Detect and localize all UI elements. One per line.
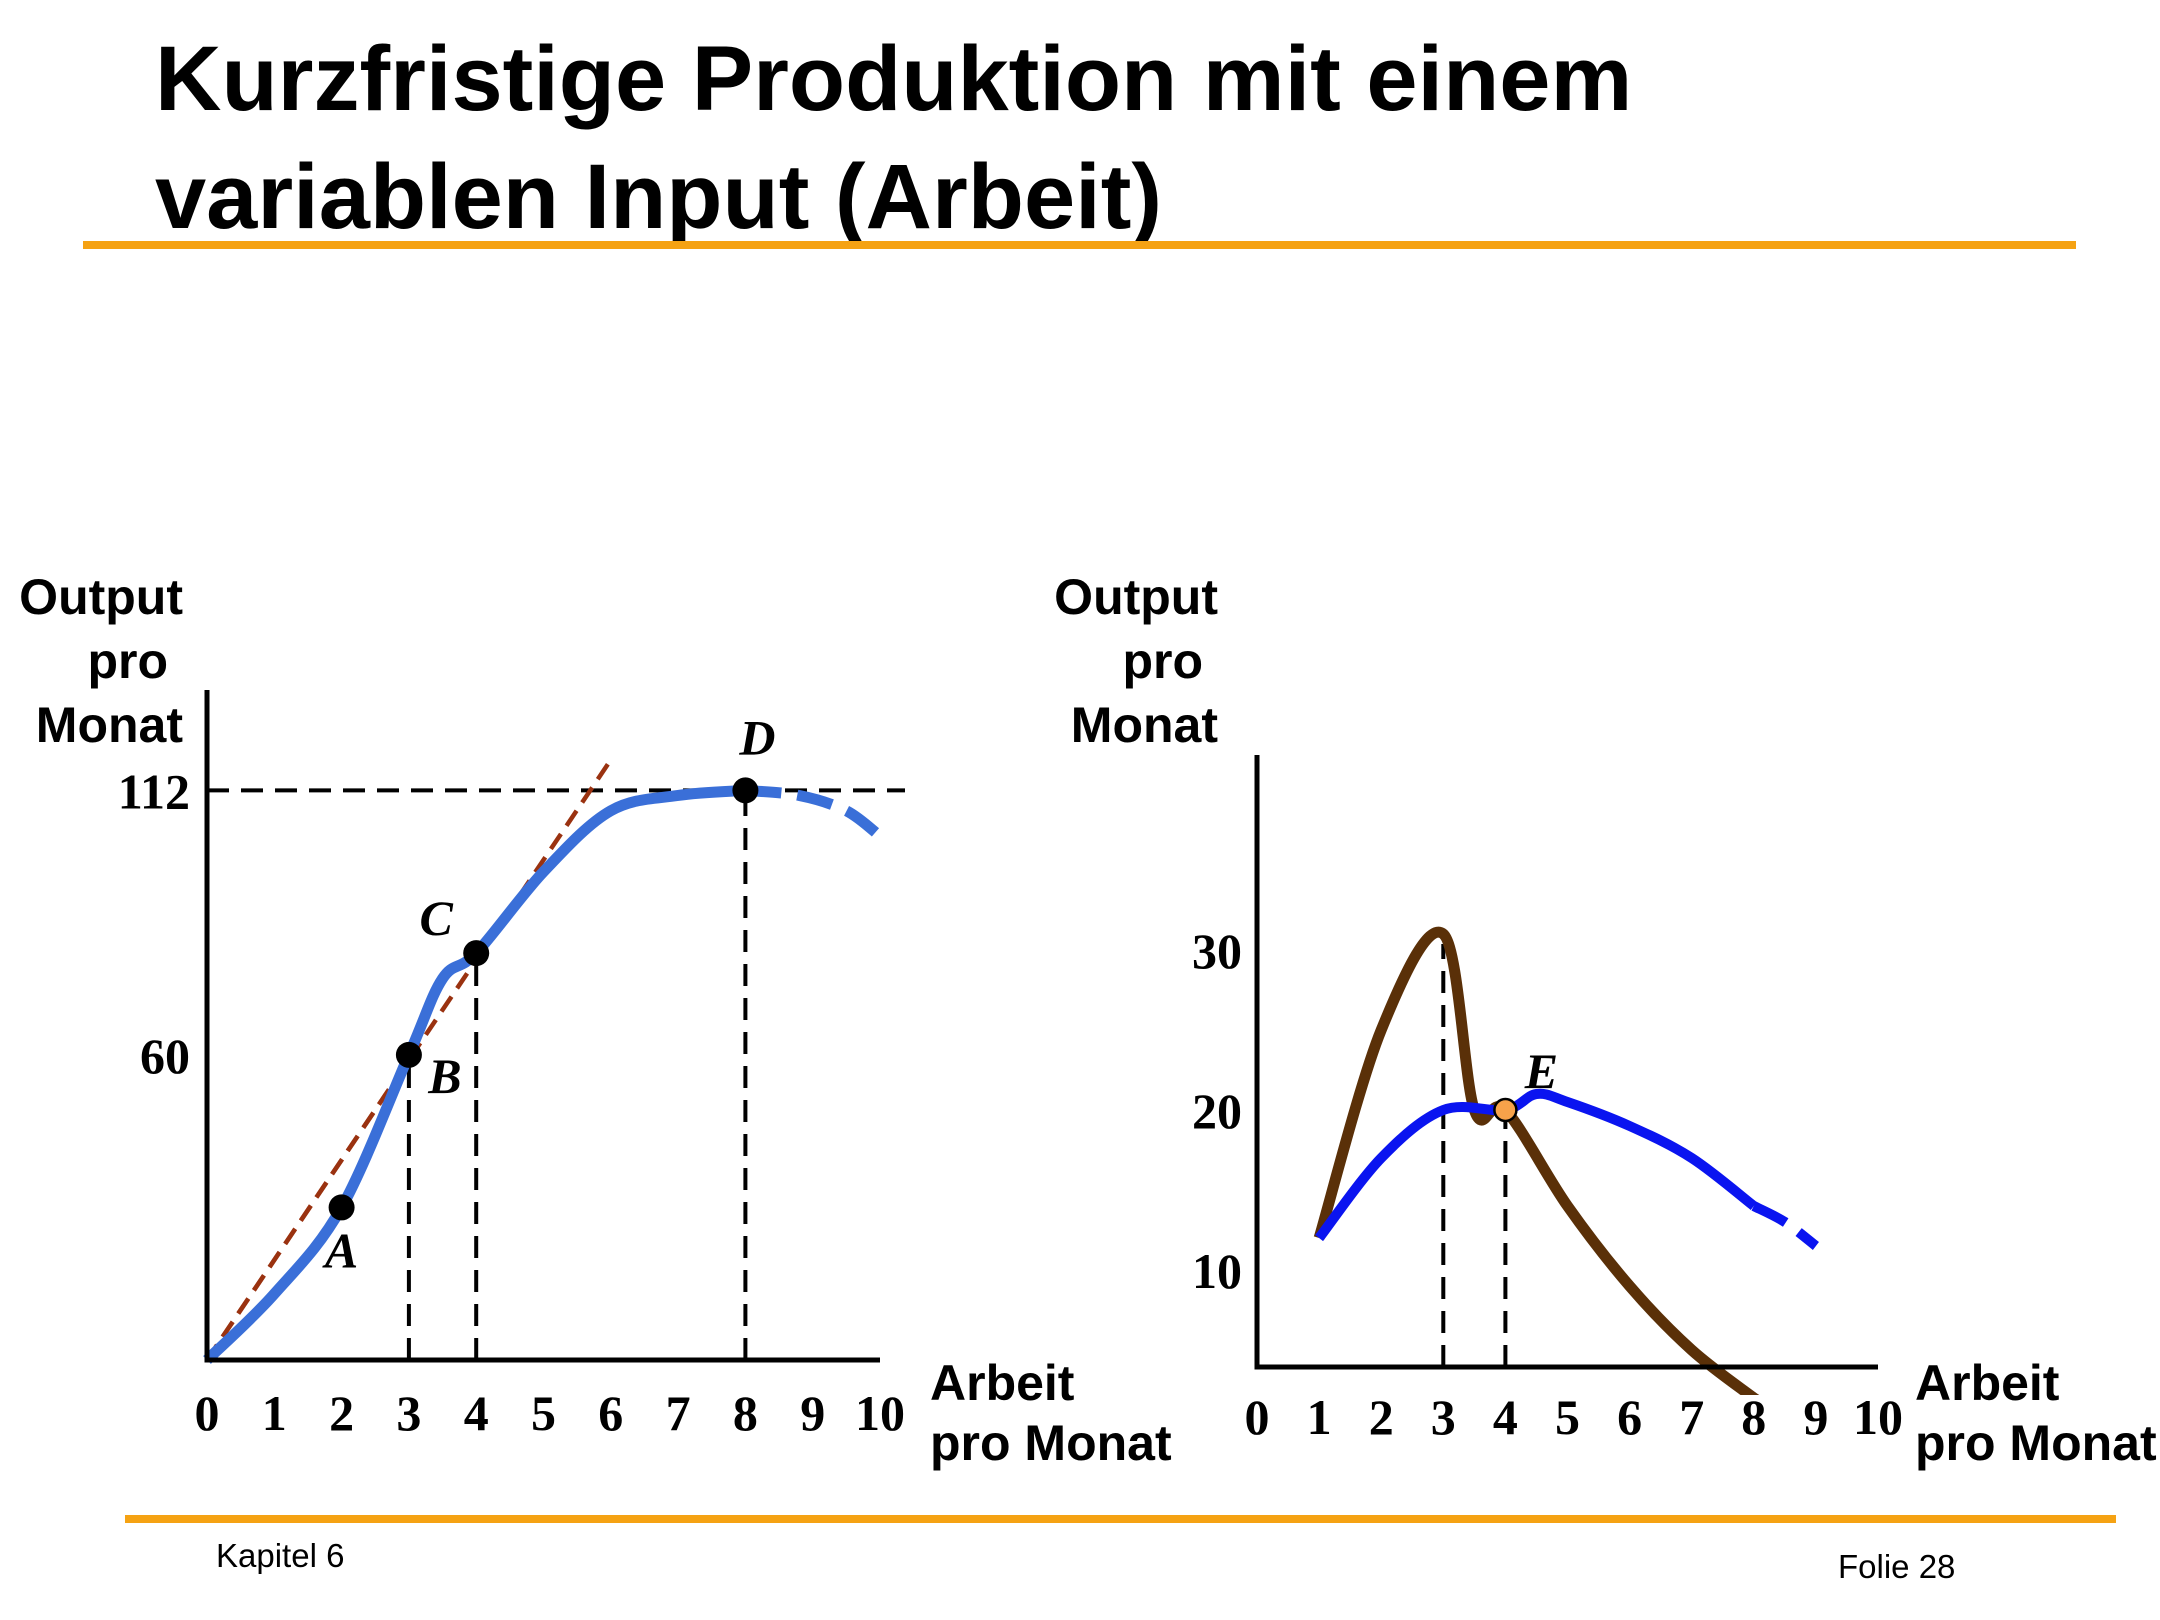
x-tick-label: 6 [1617, 1389, 1642, 1445]
data-points [328, 777, 759, 1221]
x-tick-label: 0 [195, 1385, 220, 1441]
x-tick-label: 10 [855, 1385, 905, 1441]
x-tick-label: 3 [1431, 1389, 1456, 1445]
total-product-curve-solid [203, 784, 746, 1364]
x-axis-label-line: pro Monat [930, 1415, 1172, 1471]
series-lines [203, 784, 884, 1364]
y-tick-label: 60 [140, 1028, 190, 1084]
footer-divider [125, 1515, 2116, 1523]
title-divider [83, 241, 2076, 249]
reference-lines [1441, 944, 1508, 1367]
average-product-curve-solid [1315, 1088, 1757, 1242]
point-label-d: D [738, 709, 775, 765]
data-points [1493, 1097, 1518, 1123]
x-tick-label: 2 [329, 1385, 354, 1441]
x-axis-label-line: Arbeit [930, 1355, 1075, 1411]
point-b [395, 1041, 422, 1068]
reference-lines [207, 788, 905, 1360]
point-e [1493, 1097, 1518, 1123]
point-label-b: B [427, 1048, 461, 1104]
x-tick-label: 3 [396, 1385, 421, 1441]
x-axis-label-line: pro Monat [1915, 1415, 2157, 1471]
x-tick-label: 4 [1493, 1389, 1518, 1445]
x-tick-label: 5 [531, 1385, 556, 1441]
x-tick-label: 1 [262, 1385, 287, 1441]
point-label-a: A [322, 1222, 358, 1278]
x-tick-label: 8 [1741, 1389, 1766, 1445]
series-lines [1313, 926, 1819, 1395]
axis-lines [1254, 755, 1878, 1370]
x-tick-label: 2 [1369, 1389, 1394, 1445]
tangent-lines [205, 758, 613, 1362]
average-product-curve-dashed [1751, 1201, 1819, 1250]
x-tick-label: 5 [1555, 1389, 1580, 1445]
x-tick-label: 4 [464, 1385, 489, 1441]
y-axis-label-line: Monat [1071, 697, 1219, 753]
y-axis-label-line: pro [1122, 633, 1203, 689]
y-axis-label-line: pro [87, 633, 168, 689]
x-tick-label: 0 [1245, 1389, 1270, 1445]
axis-lines [204, 690, 880, 1363]
y-tick-label: 20 [1192, 1083, 1242, 1139]
x-tick-label: 9 [1803, 1389, 1828, 1445]
point-c [463, 940, 490, 967]
point-label-c: C [420, 890, 454, 946]
x-tick-label: 9 [800, 1385, 825, 1441]
x-tick-label: 6 [598, 1385, 623, 1441]
chapter-label: Kapitel 6 [216, 1537, 345, 1574]
point-label-e: E [1524, 1043, 1558, 1099]
y-axis-label-line: Output [19, 569, 183, 625]
x-tick-label: 7 [1679, 1389, 1704, 1445]
y-axis-label-line: Output [1054, 569, 1218, 625]
total-product-curve-dashed [744, 784, 884, 841]
chart-labels: E 0 1 2 3 4 5 6 7 8 9 10 10 20 30 Output pro Monat Arbeitp… [1054, 569, 2157, 1471]
point-a [328, 1194, 355, 1221]
y-axis-label-line: Monat [36, 697, 184, 753]
slide-title: Kurzfristige Produktion mit einem variab… [155, 20, 2055, 256]
axes [1254, 755, 1878, 1370]
total-product-chart: A B C D 0 1 2 3 4 5 6 7 8 9 10 60 112 Output pro Monat Arbei… [19, 569, 1172, 1471]
x-tick-label: 10 [1853, 1389, 1903, 1445]
average-marginal-product-chart: E 0 1 2 3 4 5 6 7 8 9 10 10 20 30 Output pro Monat Arbeitp… [1054, 569, 2157, 1471]
y-tick-label: 112 [118, 763, 190, 819]
chart-labels: A B C D 0 1 2 3 4 5 6 7 8 9 10 60 112 Output pro Monat Arbei… [19, 569, 1172, 1471]
slide-title-line-2: variablen Input (Arbeit) [155, 146, 1162, 248]
point-d [732, 777, 759, 804]
x-tick-label: 8 [733, 1385, 758, 1441]
tangent-line-2 [205, 758, 613, 1362]
marginal-product-curve-solid [1313, 926, 1758, 1395]
y-tick-label: 10 [1192, 1243, 1242, 1299]
x-tick-label: 1 [1307, 1389, 1332, 1445]
slide-title-line-1: Kurzfristige Produktion mit einem [155, 28, 1633, 130]
x-axis-label-line: Arbeit [1915, 1355, 2060, 1411]
slide-number: Folie 28 [1838, 1548, 1956, 1585]
x-tick-label: 7 [666, 1385, 691, 1441]
y-tick-label: 30 [1192, 923, 1242, 979]
axes [204, 690, 880, 1363]
